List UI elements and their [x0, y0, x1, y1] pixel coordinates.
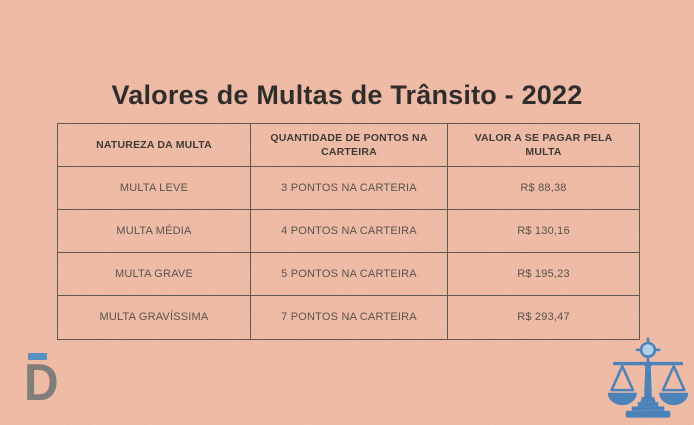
column-header-natureza: NATUREZA DA MULTA — [58, 124, 251, 167]
table-cell-pontos: 4 PONTOS NA CARTEIRA — [251, 210, 448, 253]
traffic-fines-table: NATUREZA DA MULTA QUANTIDADE DE PONTOS N… — [57, 123, 640, 340]
table-cell-valor: R$ 130,16 — [448, 210, 639, 253]
table-cell-valor: R$ 88,38 — [448, 167, 639, 210]
table-cell-pontos: 5 PONTOS NA CARTEIRA — [251, 253, 448, 296]
table-cell-valor: R$ 195,23 — [448, 253, 639, 296]
table-cell-natureza: MULTA GRAVE — [58, 253, 251, 296]
brand-logo: D — [24, 353, 62, 412]
table-cell-pontos: 7 PONTOS NA CARTEIRA — [251, 296, 448, 339]
table-cell-pontos: 3 PONTOS NA CARTERIA — [251, 167, 448, 210]
table-cell-natureza: MULTA LEVE — [58, 167, 251, 210]
page-title: Valores de Multas de Trânsito - 2022 — [111, 80, 583, 111]
column-header-pontos: QUANTIDADE DE PONTOS NA CARTEIRA — [251, 124, 448, 167]
logo-letter-d: D — [24, 354, 59, 412]
table-cell-valor: R$ 293,47 — [517, 311, 570, 324]
table-cell-natureza: MULTA GRAVÍSSIMA — [58, 296, 251, 339]
table-cell-natureza: MULTA MÉDIA — [58, 210, 251, 253]
column-header-valor: VALOR A SE PAGAR PELA MULTA — [448, 124, 639, 167]
scales-of-justice-icon — [607, 337, 689, 418]
